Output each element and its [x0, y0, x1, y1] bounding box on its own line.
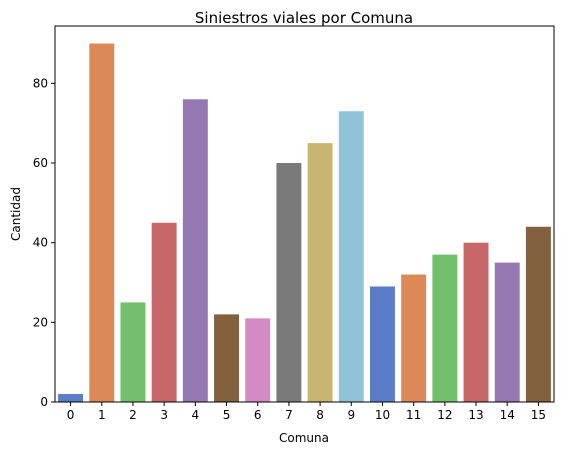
bar-comuna-4	[182, 99, 208, 402]
x-tick-label: 9	[347, 408, 355, 422]
y-tick-label: 80	[33, 76, 48, 90]
plot-frame	[54, 25, 555, 403]
bars-group	[58, 43, 551, 403]
bar-comuna-12	[432, 254, 458, 402]
x-tick-label: 8	[316, 408, 324, 422]
bar-comuna-9	[338, 111, 364, 403]
x-tick-label: 15	[531, 408, 546, 422]
x-tick-label: 6	[254, 408, 262, 422]
y-tick-label: 60	[33, 156, 48, 170]
x-axis-label: Comuna	[279, 431, 329, 445]
bar-comuna-7	[276, 163, 302, 402]
bar-comuna-14	[494, 262, 520, 402]
y-axis-label: Cantidad	[9, 187, 23, 241]
x-tick-label: 5	[223, 408, 231, 422]
bar-comuna-6	[245, 318, 271, 402]
x-tick-label: 4	[192, 408, 200, 422]
bar-comuna-5	[214, 314, 240, 402]
x-tick-label: 11	[406, 408, 421, 422]
y-axis-ticks: 0 20 40 60 80	[33, 76, 55, 409]
x-tick-label: 0	[67, 408, 75, 422]
y-tick-label: 0	[40, 395, 48, 409]
bar-comuna-2	[120, 302, 146, 402]
bar-comuna-15	[525, 226, 551, 402]
y-tick-label: 40	[33, 236, 48, 250]
x-tick-label: 2	[129, 408, 137, 422]
y-tick-label: 20	[33, 315, 48, 329]
bar-comuna-1	[89, 43, 115, 402]
bar-comuna-11	[401, 274, 427, 402]
x-tick-label: 1	[98, 408, 106, 422]
chart-title: Siniestros viales por Comuna	[195, 9, 413, 27]
bar-comuna-3	[151, 222, 177, 402]
bar-comuna-0	[58, 394, 84, 402]
bar-comuna-8	[307, 143, 333, 402]
bar-comuna-13	[463, 242, 489, 402]
x-tick-label: 14	[500, 408, 515, 422]
x-tick-label: 7	[285, 408, 293, 422]
x-tick-label: 10	[375, 408, 390, 422]
bar-comuna-10	[369, 286, 395, 402]
x-tick-label: 13	[468, 408, 483, 422]
x-axis-ticks: 0 1 2 3 4 5 6 7 8 9 10 11 12 13 14 15	[67, 402, 546, 422]
x-tick-label: 3	[160, 408, 168, 422]
x-tick-label: 12	[437, 408, 452, 422]
